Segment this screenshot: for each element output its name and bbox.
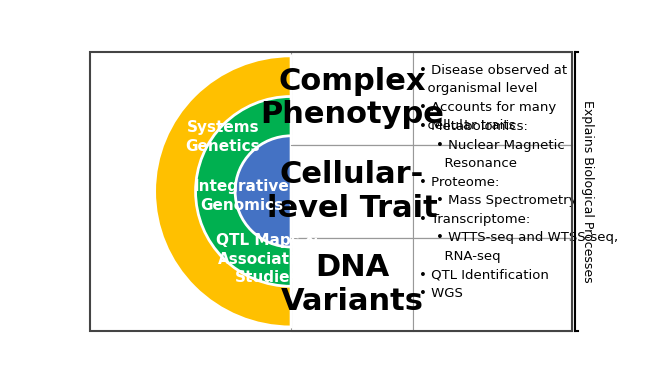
- Text: DNA
Variants: DNA Variants: [280, 253, 424, 316]
- Text: Complex
Phenotype: Complex Phenotype: [260, 67, 444, 130]
- Wedge shape: [235, 136, 291, 247]
- Text: QTL Maps &
Association
Studies: QTL Maps & Association Studies: [217, 233, 319, 285]
- Text: • Metabolomics:
    • Nuclear Magnetic
      Resonance
• Proteome:
    • Mass Sp: • Metabolomics: • Nuclear Magnetic Reson…: [419, 120, 618, 263]
- Bar: [291, 145, 413, 238]
- Bar: [413, 52, 572, 145]
- Bar: [291, 52, 413, 145]
- Bar: [413, 238, 572, 331]
- Text: Cellular-
level Trait: Cellular- level Trait: [267, 160, 438, 223]
- Text: • Disease observed at
  organismal level
• Accounts for many
  cellular traits: • Disease observed at organismal level •…: [419, 64, 567, 132]
- Wedge shape: [195, 97, 291, 286]
- Text: Systems
Genetics: Systems Genetics: [185, 121, 260, 154]
- Text: • QTL Identification
• WGS: • QTL Identification • WGS: [419, 269, 549, 301]
- Bar: [291, 238, 413, 331]
- Text: Explains Biological Processes: Explains Biological Processes: [581, 100, 594, 283]
- Text: Integrative
Genomics: Integrative Genomics: [193, 179, 289, 213]
- Bar: [413, 145, 572, 238]
- Wedge shape: [155, 56, 291, 327]
